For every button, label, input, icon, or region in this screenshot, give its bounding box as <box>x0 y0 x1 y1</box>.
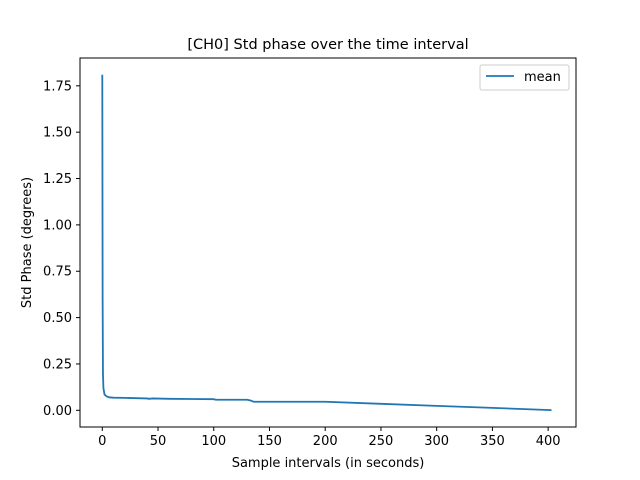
y-tick-label: 1.75 <box>43 79 72 94</box>
y-tick-label: 0.00 <box>43 404 72 419</box>
x-tick-label: 200 <box>313 434 338 449</box>
legend-label-mean: mean <box>524 70 561 85</box>
y-tick-label: 1.00 <box>43 218 72 233</box>
y-axis-label: Std Phase (degrees) <box>20 177 35 308</box>
x-tick-label: 150 <box>257 434 282 449</box>
plot-layer <box>101 74 552 412</box>
x-axis-label: Sample intervals (in seconds) <box>232 456 425 471</box>
y-tick-label: 0.25 <box>43 357 72 372</box>
x-tick-label: 250 <box>369 434 394 449</box>
plot-area-frame <box>79 57 577 428</box>
x-tick-label: 50 <box>150 434 167 449</box>
y-tick-label: 1.50 <box>43 126 72 141</box>
legend: mean <box>479 64 570 91</box>
series-line-mean <box>101 74 552 412</box>
y-tick-label: 0.75 <box>43 265 72 280</box>
legend-box <box>479 64 570 91</box>
chart-title: [CH0] Std phase over the time interval <box>187 37 468 53</box>
x-tick-label: 300 <box>424 434 449 449</box>
y-tick-label: 0.50 <box>43 311 72 326</box>
y-tick-label: 1.25 <box>43 172 72 187</box>
x-tick-label: 0 <box>98 434 106 449</box>
x-tick-label: 350 <box>480 434 505 449</box>
tick-layer: 0 50 100 150 200 250 300 350 400 0.00 0.25 0.50 0.75… <box>43 79 561 449</box>
x-tick-label: 400 <box>536 434 561 449</box>
x-tick-label: 100 <box>201 434 226 449</box>
